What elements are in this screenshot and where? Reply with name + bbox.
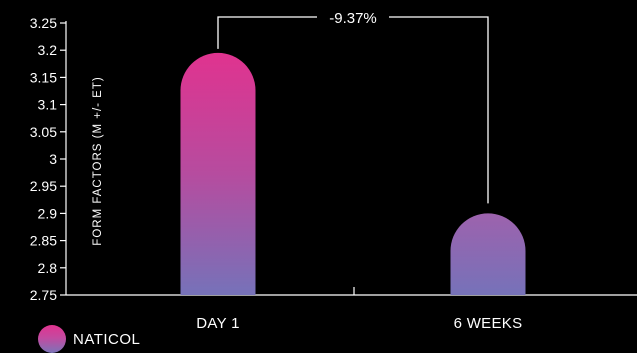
y-tick-label: 3.1	[38, 97, 58, 113]
legend-label: NATICOL	[73, 330, 141, 348]
labels: 2.75 2.8 2.85 2.9 2.95 3 3.05 3.1 3.15 3.2 3.25 FOR…	[30, 10, 523, 332]
y-axis-title: FORM FACTORS (M +/- ET)	[92, 76, 104, 245]
bar-6-weeks	[450, 213, 526, 295]
x-category-label: DAY 1	[196, 315, 239, 332]
y-tick-label: 3.25	[30, 15, 57, 31]
bars	[180, 52, 526, 296]
y-tick-label: 3.15	[30, 69, 57, 85]
y-tick-label: 2.75	[30, 287, 57, 303]
y-tick-label: 2.9	[38, 205, 58, 221]
bar-day-1	[180, 52, 256, 296]
legend-swatch	[38, 325, 66, 353]
y-tick-label: 3	[49, 151, 57, 167]
y-tick-label: 2.8	[38, 260, 58, 276]
legend: NATICOL	[38, 325, 141, 353]
y-tick-label: 2.85	[30, 233, 57, 249]
x-category-label: 6 WEEKS	[454, 315, 523, 332]
y-tick-label: 2.95	[30, 178, 57, 194]
y-tick-label: 3.2	[38, 42, 58, 58]
axes	[60, 21, 637, 296]
y-tick-label: 3.05	[30, 124, 57, 140]
difference-annotation: -9.37%	[329, 10, 377, 27]
difference-bracket	[217, 16, 489, 204]
